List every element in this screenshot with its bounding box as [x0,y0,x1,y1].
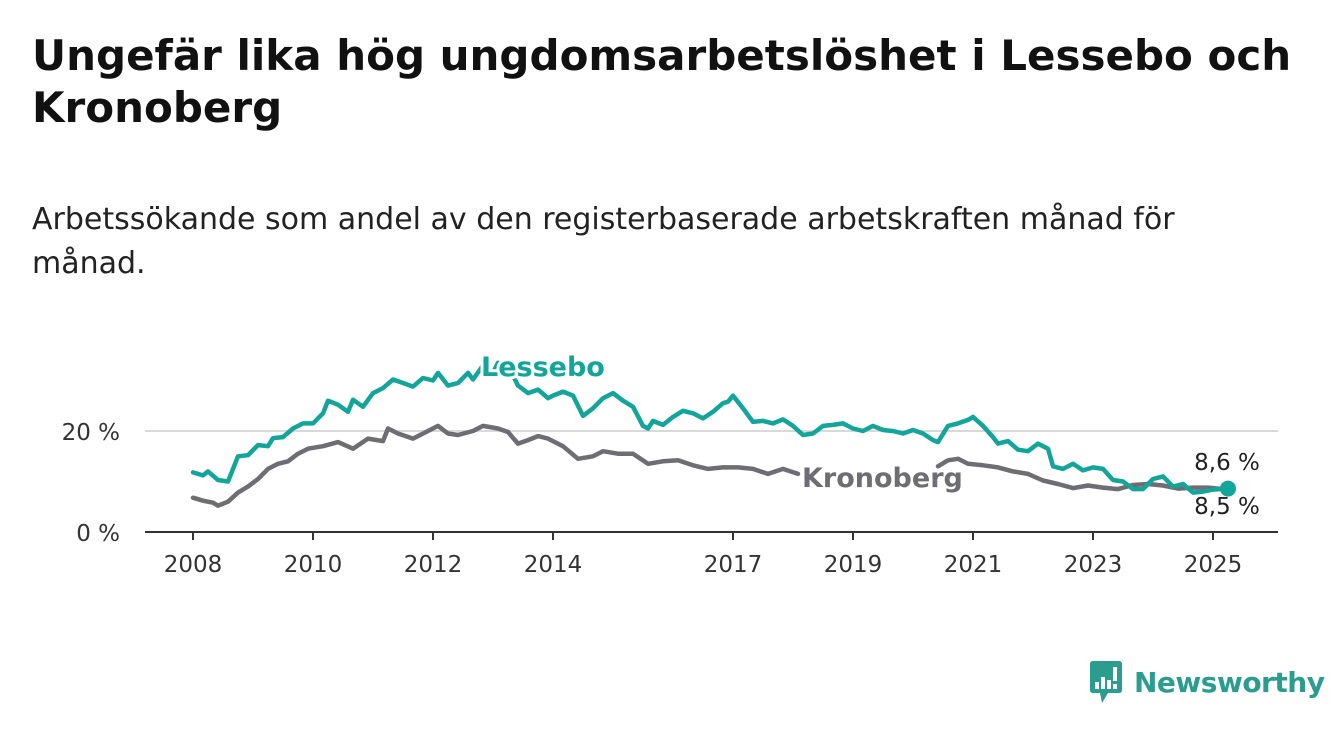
brand-name: Newsworthy [1134,665,1325,699]
chart-subtitle: Arbetssökande som andel av den registerb… [32,202,1175,281]
brand: Newsworthy [1088,660,1325,704]
end-value-label-lessebo: 8,6 % [1194,450,1260,476]
x-tick-label: 2008 [164,552,223,578]
series-label-lessebo: Lessebo [481,352,605,383]
x-tick-label: 2021 [944,552,1003,578]
line-chart: 0 % 20 % 2008 2010 2012 2014 2017 2019 2021 2023 2… [62,349,1278,578]
x-tick-label: 2010 [284,552,343,578]
label-layer: 0 % 20 % 2008 2010 2012 2014 2017 2019 2021 2023 2… [62,349,1260,578]
grid-layer [145,430,1278,540]
newsworthy-logo-icon [1090,661,1122,703]
end-value-label-kronoberg: 8,5 % [1194,494,1260,520]
x-tick-label: 2014 [524,552,583,578]
chart-title: Ungefär lika hög ungdomsarbetslöshet i L… [32,31,1292,132]
x-tick-label: 2017 [704,552,763,578]
y-tick-label: 0 % [76,521,120,547]
x-tick-label: 2025 [1184,552,1243,578]
series-line-kronoberg [190,423,801,508]
x-tick-label: 2023 [1064,552,1123,578]
y-tick-label: 20 % [62,420,120,446]
x-tick-label: 2019 [824,552,883,578]
end-marker-lessebo [1220,480,1236,497]
x-tick-label: 2012 [404,552,463,578]
series-line-lessebo [190,360,1231,495]
series-layer [190,360,1236,508]
series-label-kronoberg: Kronoberg [802,463,963,494]
